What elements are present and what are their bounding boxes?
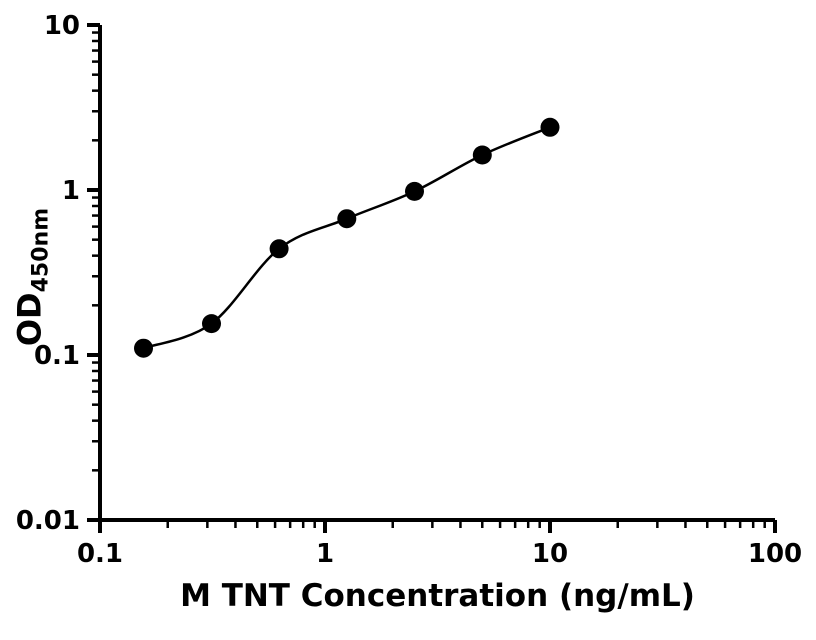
- axes: [98, 25, 775, 522]
- x-tick-label: 100: [748, 539, 802, 569]
- data-point: [202, 314, 221, 334]
- x-axis-title: M TNT Concentration (ng/mL): [180, 578, 695, 614]
- y-tick-label: 0.01: [16, 506, 80, 536]
- y-tick-label: 1: [62, 176, 80, 206]
- data-point: [540, 117, 560, 137]
- x-tick-label: 1: [316, 539, 334, 569]
- y-axis-title: OD450nm: [11, 208, 54, 346]
- y-axis-title-base: OD: [10, 292, 49, 347]
- x-tick-label: 0.1: [77, 539, 123, 569]
- data-point: [405, 181, 424, 201]
- data-point: [134, 338, 153, 358]
- data-point: [472, 145, 492, 165]
- x-tick-label: 10: [532, 539, 568, 569]
- data-point: [337, 209, 357, 229]
- y-tick-label: 0.1: [34, 341, 80, 371]
- y-tick-label: 10: [44, 11, 80, 41]
- y-axis-title-subscript: 450nm: [28, 207, 54, 293]
- data-point: [269, 239, 289, 259]
